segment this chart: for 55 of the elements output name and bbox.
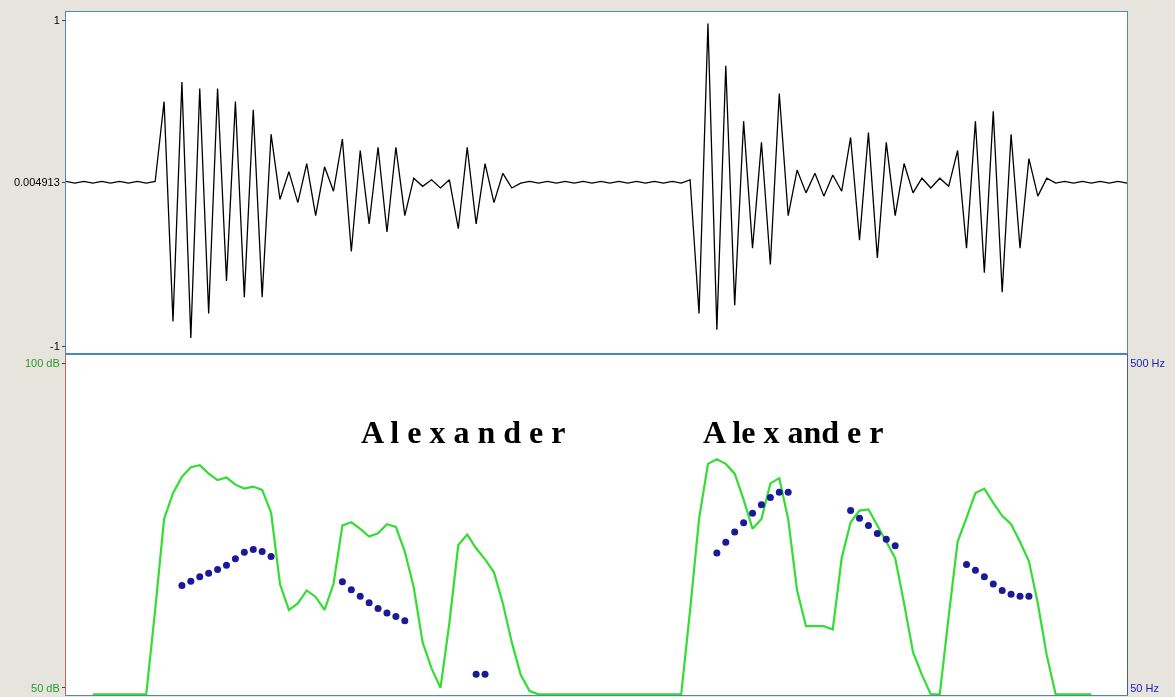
y-tick-label: 1 xyxy=(53,14,60,26)
point xyxy=(971,566,979,574)
line-series xyxy=(91,458,1093,695)
point xyxy=(240,548,248,556)
point xyxy=(374,605,382,613)
point xyxy=(963,561,971,569)
point xyxy=(231,555,239,563)
point xyxy=(365,599,373,607)
annotation: A l e x a n d e r xyxy=(361,414,566,450)
point xyxy=(338,578,346,586)
y-tick-label: 100 dB xyxy=(24,357,60,370)
point xyxy=(1025,592,1033,600)
point xyxy=(749,509,757,517)
point xyxy=(481,670,489,678)
point xyxy=(873,530,881,537)
y-tick-label: -1 xyxy=(50,339,60,352)
point xyxy=(222,561,230,569)
point xyxy=(205,569,213,577)
point xyxy=(980,573,988,581)
point xyxy=(472,670,480,678)
point xyxy=(757,501,765,509)
point xyxy=(1007,590,1015,598)
point xyxy=(392,613,400,621)
point xyxy=(214,566,222,574)
point xyxy=(784,488,792,496)
point xyxy=(347,586,355,594)
point xyxy=(401,617,409,625)
point xyxy=(267,553,275,561)
point xyxy=(178,581,186,589)
annotation: A le x and e r xyxy=(703,414,884,450)
y2-tick-label: 500 Hz xyxy=(1130,356,1166,369)
y-tick-label: 0.004913 xyxy=(13,176,60,189)
point xyxy=(891,542,899,550)
point xyxy=(1016,592,1024,600)
point xyxy=(196,573,204,581)
point xyxy=(775,488,783,496)
point xyxy=(249,545,257,553)
point xyxy=(989,580,997,588)
point xyxy=(356,592,364,600)
point xyxy=(258,548,266,556)
point xyxy=(847,506,855,514)
point xyxy=(383,609,391,617)
point xyxy=(740,519,748,527)
y-tick-label: 50 dB xyxy=(31,681,60,694)
point xyxy=(731,528,739,536)
point xyxy=(998,587,1006,595)
point xyxy=(882,535,890,543)
point xyxy=(856,514,864,522)
y2-tick-label: 50 Hz xyxy=(1130,681,1159,694)
point xyxy=(766,493,774,501)
point xyxy=(864,522,872,530)
point xyxy=(722,538,730,546)
point xyxy=(713,549,721,557)
point xyxy=(187,577,195,585)
line-series xyxy=(66,22,1127,339)
